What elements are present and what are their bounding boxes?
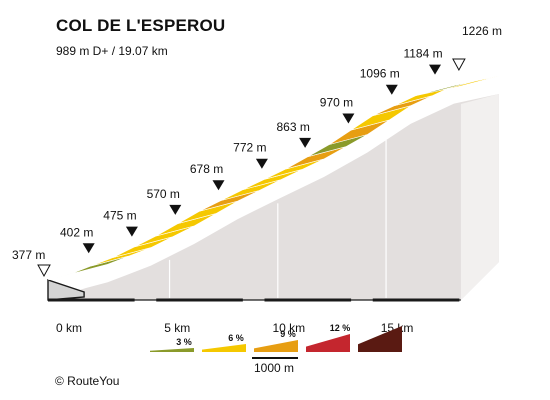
ribbon-segment bbox=[264, 158, 325, 180]
km-marker bbox=[299, 137, 312, 148]
distance-tick-label: 10 km bbox=[273, 321, 306, 335]
profile-front-face bbox=[47, 279, 85, 301]
gradient-ribbon bbox=[47, 75, 499, 281]
km-marker-label: 570 m bbox=[147, 187, 180, 201]
km-marker bbox=[169, 204, 182, 215]
start-elevation-label: 377 m bbox=[12, 248, 45, 262]
ribbon-segment bbox=[69, 255, 130, 275]
km-marker-label: 475 m bbox=[103, 209, 136, 223]
ribbon-segment bbox=[134, 225, 195, 248]
ribbon-segment bbox=[329, 119, 390, 145]
ribbon-segment bbox=[199, 190, 260, 212]
profile-side-face bbox=[48, 94, 499, 300]
profile-end-face bbox=[460, 94, 499, 300]
ribbon-segment bbox=[437, 75, 499, 92]
km-marker bbox=[125, 226, 138, 237]
legend-label: 6 % bbox=[228, 333, 244, 343]
legend-swatch bbox=[202, 344, 246, 352]
km-marker-label: 678 m bbox=[190, 162, 223, 176]
legend-label: 9 % bbox=[280, 329, 296, 339]
summit-elevation-label: 1226 m bbox=[462, 24, 502, 38]
km-marker-label: 772 m bbox=[233, 141, 266, 155]
start-marker bbox=[37, 264, 51, 278]
km-marker bbox=[212, 180, 225, 191]
routeyou-credit: © RouteYou bbox=[55, 374, 120, 388]
ribbon-segment bbox=[372, 95, 433, 116]
legend-label: 12 % bbox=[330, 323, 351, 333]
legend-swatch bbox=[150, 348, 194, 352]
profile-body bbox=[48, 94, 499, 300]
distance-tick-label: 0 km bbox=[56, 321, 82, 335]
legend-swatch bbox=[306, 334, 350, 352]
ribbon-segment bbox=[285, 146, 346, 170]
ribbon-segment bbox=[221, 179, 282, 201]
km-marker-label: 402 m bbox=[60, 225, 93, 239]
ribbon-segment bbox=[112, 236, 173, 258]
chart-subtitle: 989 m D+ / 19.07 km bbox=[56, 44, 168, 58]
km-marker bbox=[82, 243, 95, 254]
chart-title: COL DE L'ESPEROU bbox=[56, 16, 226, 35]
km-marker-label: 970 m bbox=[320, 95, 353, 109]
km-marker-label: 863 m bbox=[276, 120, 309, 134]
ribbon-segment bbox=[242, 169, 303, 190]
legend-label: 3 % bbox=[176, 337, 192, 347]
km-marker-label: 1184 m bbox=[403, 47, 442, 61]
ribbon-segment bbox=[156, 213, 217, 237]
gradient-legend: 3 % 6 % 9 % 12 % 1000 m bbox=[150, 323, 402, 375]
ribbon-segment bbox=[91, 247, 152, 267]
legend-swatch bbox=[358, 326, 402, 352]
legend-swatch bbox=[254, 340, 298, 352]
ribbon-segment bbox=[307, 134, 368, 157]
km-marker bbox=[342, 113, 355, 124]
ribbon-segment bbox=[177, 200, 238, 224]
ribbon-segment bbox=[350, 105, 411, 131]
elevation-markers: 377 m 1226 m 402 m 475 m 570 m 678 m 772 m 863 … bbox=[12, 24, 502, 278]
distance-tick-label: 5 km bbox=[164, 321, 190, 335]
km-marker-label: 1096 m bbox=[360, 67, 400, 81]
km-marker bbox=[385, 84, 398, 95]
km-marker bbox=[255, 158, 268, 169]
summit-marker bbox=[452, 58, 466, 72]
profile-front-block bbox=[47, 279, 85, 301]
legend-scale-label: 1000 m bbox=[254, 361, 294, 375]
km-marker bbox=[429, 64, 441, 75]
